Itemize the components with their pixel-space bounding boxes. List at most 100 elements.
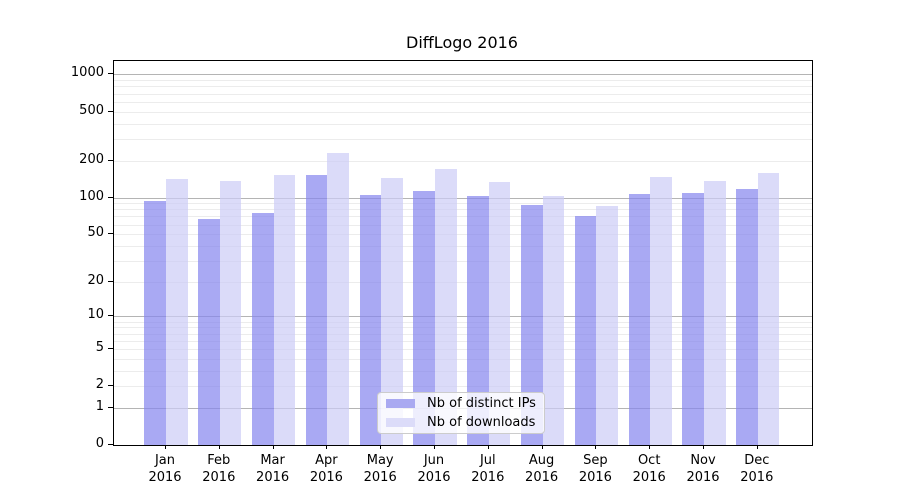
x-tick-month: Oct	[637, 453, 661, 468]
bar-downloads-feb	[219, 181, 242, 445]
x-tick-month: Sep	[583, 453, 608, 468]
bar-downloads-apr	[327, 153, 350, 445]
bar-distinct-ips-sep	[574, 216, 597, 445]
bar-distinct-ips-nov	[682, 192, 704, 445]
x-tick-year: 2016	[632, 470, 666, 485]
gridline-10	[114, 316, 812, 318]
x-tick-nov	[703, 445, 704, 449]
y-tick-200	[108, 159, 113, 161]
y-tick-label-20: 20	[87, 272, 104, 288]
x-tick-label-mar: Mar 2016	[245, 452, 301, 486]
x-tick-label-dec: Dec 2016	[729, 452, 785, 486]
x-tick-year: 2016	[256, 470, 290, 485]
x-tick-sep	[595, 445, 597, 449]
gridline-70	[114, 216, 812, 218]
y-tick-label-5: 5	[95, 339, 104, 355]
x-tick-feb	[218, 445, 220, 449]
x-tick-jan	[165, 445, 166, 449]
gridline-900	[114, 80, 812, 82]
gridline-4	[114, 358, 812, 360]
x-tick-may	[380, 445, 382, 449]
gridline-400	[114, 123, 812, 125]
x-tick-apr	[326, 445, 328, 449]
bar-downloads-jan	[166, 179, 188, 445]
x-tick-year: 2016	[471, 470, 505, 485]
legend: Nb of distinct IPs Nb of downloads	[377, 392, 545, 434]
plot-area	[113, 60, 813, 446]
y-tick-20	[108, 280, 113, 282]
x-tick-month: May	[366, 453, 394, 468]
legend-label-downloads: Nb of downloads	[427, 415, 536, 430]
gridline-40	[114, 245, 812, 247]
x-tick-label-jan: Jan 2016	[137, 452, 193, 486]
x-tick-month: Jul	[479, 453, 496, 468]
bar-distinct-ips-mar	[251, 212, 274, 445]
y-tick-0	[108, 444, 113, 445]
gridline-100	[114, 197, 812, 199]
x-tick-year: 2016	[525, 470, 559, 485]
bar-downloads-may	[381, 177, 403, 445]
x-tick-month: Aug	[528, 453, 555, 468]
bar-distinct-ips-jan	[144, 200, 166, 445]
y-tick-label-500: 500	[79, 102, 104, 118]
bar-downloads-oct	[650, 177, 672, 445]
gridline-80	[114, 209, 812, 211]
gridline-90	[114, 203, 812, 205]
bar-distinct-ips-jul	[467, 195, 489, 445]
x-tick-label-nov: Nov 2016	[675, 452, 731, 486]
x-tick-label-feb: Feb 2016	[191, 452, 247, 486]
gridline-800	[114, 86, 812, 88]
gridline-5	[114, 348, 812, 350]
gridline-50	[114, 234, 812, 236]
y-tick-label-0: 0	[95, 436, 104, 451]
gridline-300	[114, 138, 812, 140]
x-tick-month: Jun	[423, 453, 445, 468]
gridline-3	[114, 370, 812, 372]
x-tick-month: Jan	[154, 453, 176, 468]
gridline-500	[114, 111, 812, 113]
y-tick-label-2: 2	[95, 377, 104, 393]
x-tick-label-jul: Jul 2016	[460, 452, 516, 486]
legend-label-distinct-ips: Nb of distinct IPs	[427, 396, 536, 411]
x-tick-year: 2016	[363, 470, 397, 485]
bar-downloads-dec	[757, 172, 780, 445]
x-tick-year: 2016	[148, 470, 182, 485]
x-tick-label-oct: Oct 2016	[621, 452, 677, 486]
x-tick-oct	[649, 445, 651, 449]
x-tick-month: Mar	[260, 453, 285, 468]
x-tick-year: 2016	[578, 470, 612, 485]
bar-distinct-ips-feb	[198, 218, 220, 445]
x-tick-month: Dec	[744, 453, 770, 468]
y-tick-50	[108, 233, 113, 235]
x-tick-year: 2016	[686, 470, 720, 485]
x-tick-month: Apr	[315, 453, 338, 468]
x-tick-year: 2016	[417, 470, 451, 485]
x-tick-label-apr: Apr 2016	[298, 452, 354, 486]
y-tick-label-100: 100	[79, 188, 104, 204]
y-tick-1000	[108, 73, 113, 75]
legend-item-distinct-ips: Nb of distinct IPs	[378, 396, 544, 412]
x-tick-month: Feb	[207, 453, 231, 468]
gridline-30	[114, 260, 812, 262]
bar-distinct-ips-may	[359, 195, 382, 445]
bar-downloads-mar	[273, 174, 296, 445]
x-tick-dec	[756, 445, 758, 449]
legend-swatch-downloads	[386, 418, 415, 427]
bar-distinct-ips-oct	[628, 193, 651, 445]
y-tick-5	[108, 347, 113, 349]
y-tick-10	[108, 315, 113, 317]
bar-downloads-aug	[542, 196, 565, 445]
x-tick-month: Nov	[690, 453, 716, 468]
gridline-2	[114, 386, 812, 388]
y-tick-label-50: 50	[87, 225, 104, 241]
gridline-6	[114, 340, 812, 342]
y-tick-label-10: 10	[87, 307, 104, 323]
legend-swatch-distinct-ips	[386, 399, 415, 408]
y-tick-100	[108, 196, 113, 198]
x-tick-label-jun: Jun 2016	[406, 452, 462, 486]
y-tick-2	[108, 385, 113, 387]
chart-title: DiffLogo 2016	[406, 33, 518, 52]
gridline-200	[114, 160, 812, 162]
x-tick-aug	[541, 445, 543, 449]
